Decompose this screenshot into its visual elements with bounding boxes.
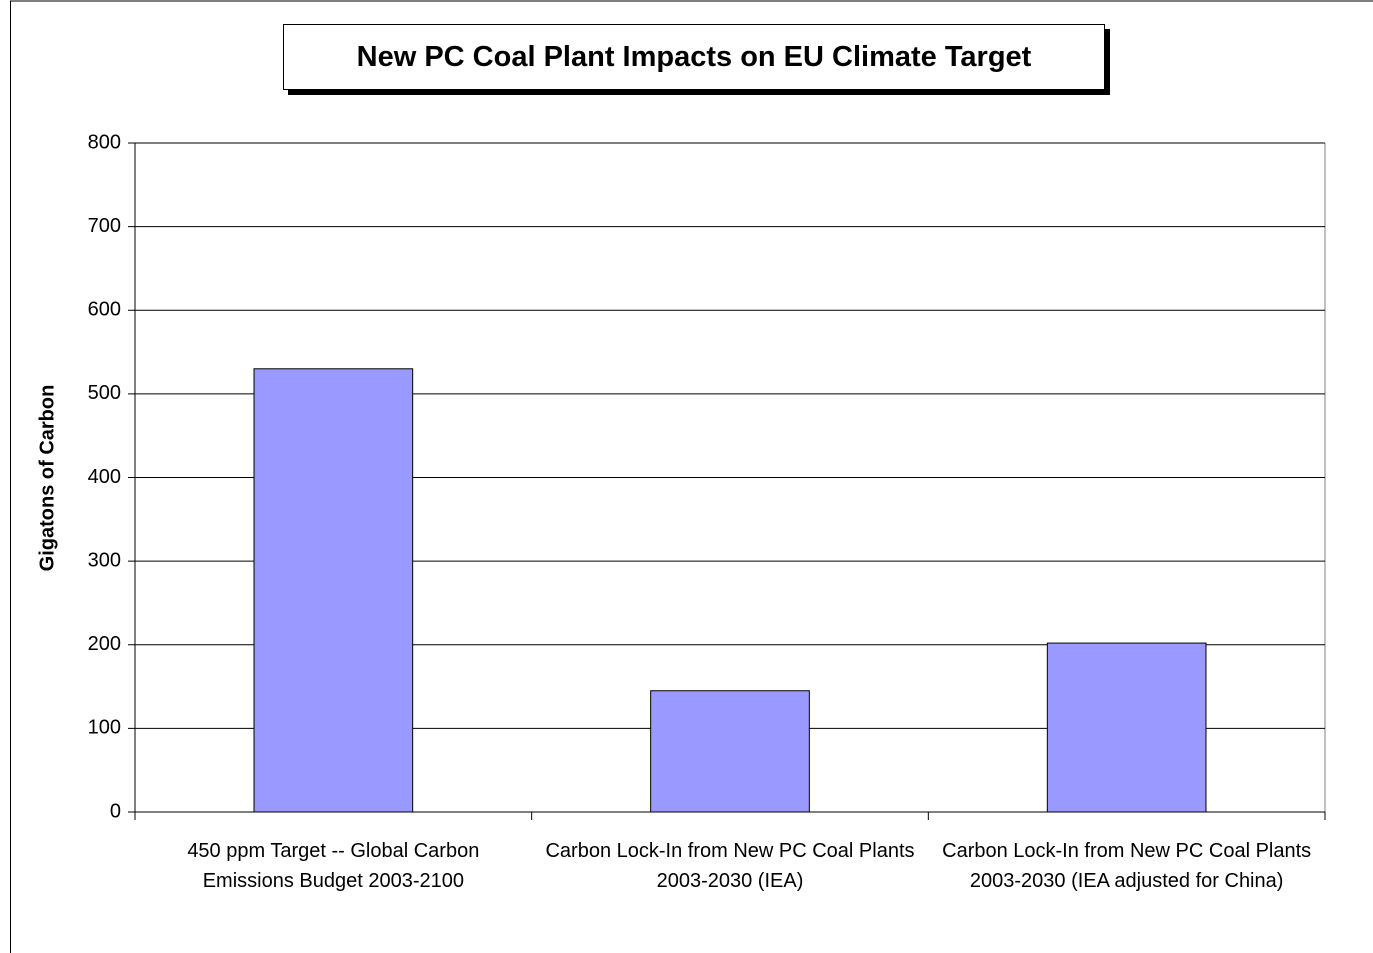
x-tick-label: Carbon Lock-In from New PC Coal Plants 2… — [942, 840, 1312, 892]
y-tick-label: 500 — [88, 382, 121, 404]
y-tick-label: 600 — [88, 299, 121, 321]
bar — [1046, 642, 1207, 813]
bar — [650, 690, 810, 813]
y-tick-label: 100 — [88, 717, 121, 739]
x-tick-label: Carbon Lock-In from New PC Coal Plants 2… — [545, 840, 915, 892]
y-tick-label: 800 — [88, 131, 121, 153]
y-tick-label: 0 — [110, 800, 121, 822]
bar — [253, 368, 414, 813]
y-tick-label: 300 — [88, 549, 121, 571]
y-tick-label: 400 — [88, 466, 121, 488]
chart-title: New PC Coal Plant Impacts on EU Climate … — [283, 24, 1105, 90]
x-tick-label: 450 ppm Target -- Global Carbon Emission… — [187, 840, 480, 892]
y-tick-label: 200 — [88, 633, 121, 655]
y-tick-label: 700 — [88, 215, 121, 237]
y-axis-label: Gigatons of Carbon — [36, 385, 58, 572]
